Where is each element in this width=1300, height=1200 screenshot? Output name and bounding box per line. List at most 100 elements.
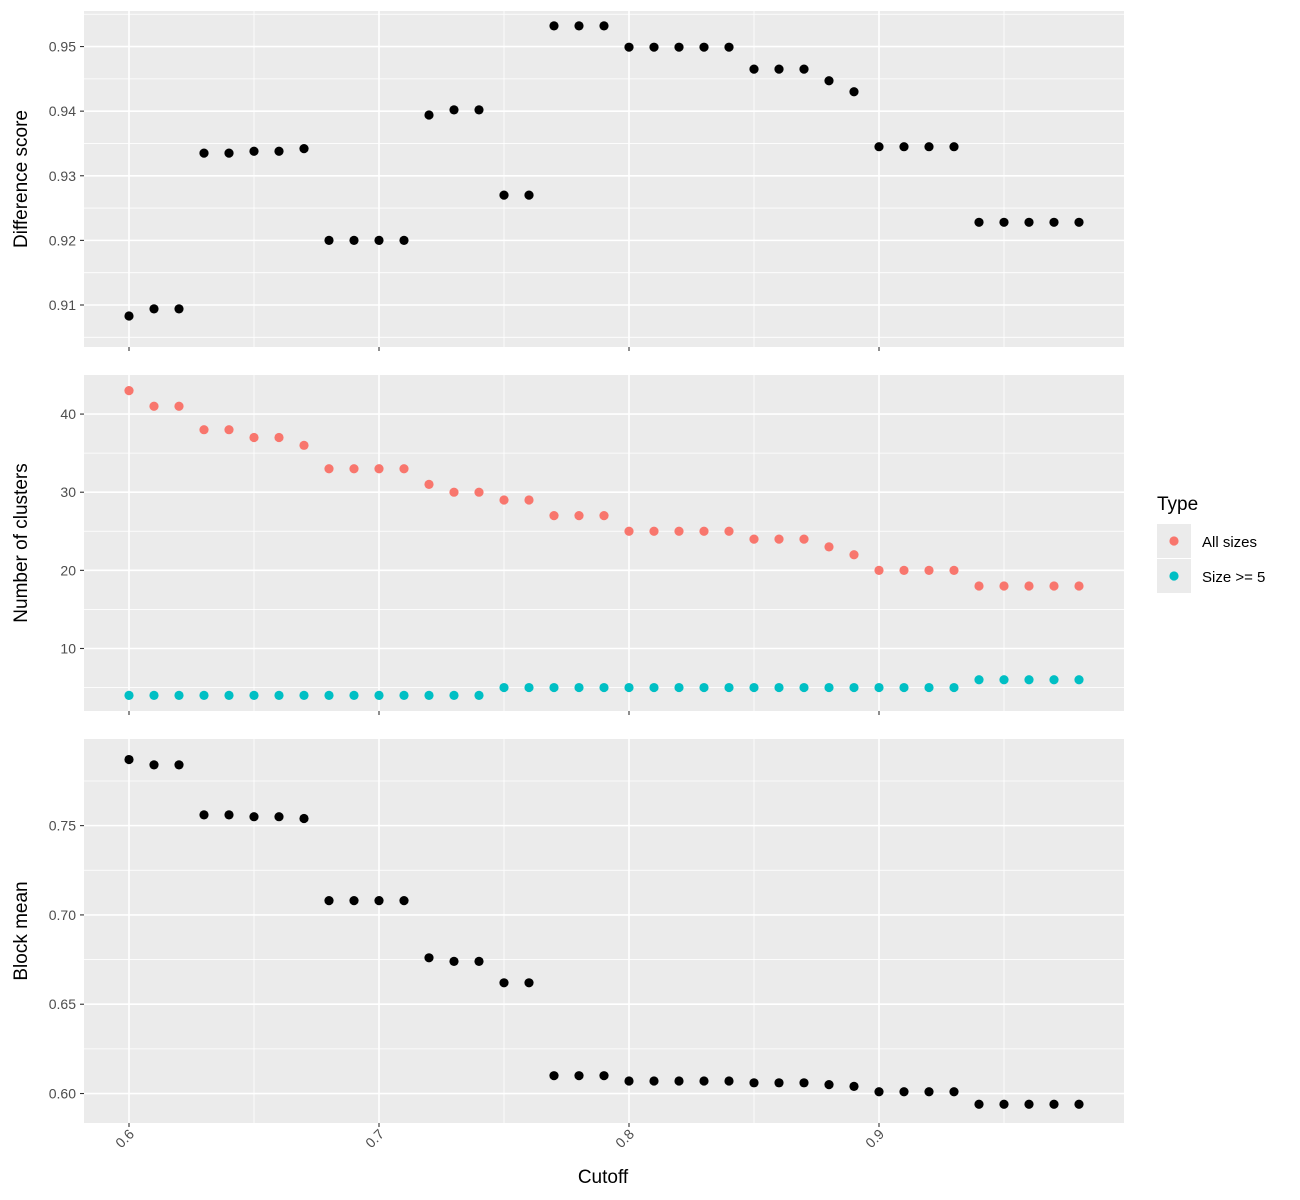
data-point [449,105,459,115]
data-point [699,1076,709,1086]
data-point [874,565,884,575]
data-point [449,690,459,700]
data-point [924,565,934,575]
x-tick-label: 0.6 [112,1126,137,1151]
data-point [424,110,434,120]
data-point [899,682,909,693]
y-tick-label: 0.94 [49,103,76,119]
data-point [349,690,359,700]
panel-3: 0.60 0.65 0.70 0.75 Block mean [11,739,1124,1127]
data-point [924,682,934,693]
data-point [874,682,884,693]
data-point [324,690,334,700]
data-point [749,682,759,693]
data-point [824,682,834,693]
y-tick-label: 20 [60,562,76,578]
data-point [824,76,834,86]
data-point [224,425,234,435]
data-point [274,432,284,443]
data-point [399,464,409,474]
data-point [174,690,184,700]
y-tick-label: 0.70 [49,907,76,923]
data-point [424,479,434,489]
x-tick-label: 0.8 [612,1126,637,1151]
data-point [774,534,784,544]
data-point [1024,1099,1034,1109]
data-point [124,690,134,700]
legend-item: Size >= 5 [1157,559,1265,593]
panel-background [84,739,1124,1123]
data-point [999,675,1009,685]
legend-label: All sizes [1202,534,1257,551]
y-tick-label: 0.60 [49,1086,76,1102]
data-point [799,64,809,74]
legend-items: All sizes Size >= 5 [1157,524,1265,593]
data-point [199,690,209,700]
data-point [149,690,159,700]
data-point [724,682,734,693]
panel-background [84,375,1124,711]
data-point [849,87,859,97]
data-point [624,526,634,536]
data-point [674,682,684,693]
data-point [799,534,809,544]
data-point [524,978,534,988]
data-point [824,542,834,552]
data-point [299,813,309,824]
data-point [199,810,209,820]
data-point [699,42,709,52]
data-point [174,304,184,314]
data-point [399,896,409,906]
data-point [274,146,284,156]
data-point [249,432,259,443]
y-tick-label: 0.95 [49,39,76,55]
data-point [174,760,184,770]
data-point [549,511,559,521]
y-tick-label: 10 [60,640,76,656]
legend-key-point [1169,571,1179,581]
data-point [874,142,884,152]
legend: Type All sizes Size >= 5 [1157,494,1265,593]
data-point [599,21,609,31]
data-point [299,144,309,154]
data-point [199,425,209,435]
data-point [424,953,434,963]
panel-2: 10 20 30 40 Number of clusters [11,375,1124,715]
y-tick-label: 0.93 [49,168,76,184]
series-all-sizes [124,386,1084,591]
data-point [249,146,259,156]
data-point [724,1076,734,1086]
data-point [474,690,484,700]
data-point [924,142,934,152]
data-point [524,682,534,693]
data-point [1074,217,1084,227]
data-point [574,511,584,521]
data-point [124,386,134,396]
data-point [649,1076,659,1086]
data-point [599,682,609,693]
data-point [249,690,259,700]
y-tick-label: 0.65 [49,996,76,1012]
data-point [774,682,784,693]
data-point [699,526,709,536]
data-point [949,142,959,152]
data-point [124,311,134,321]
data-point [149,304,159,314]
data-point [824,1080,834,1090]
data-point [224,690,234,700]
data-point [624,1076,634,1086]
data-point [1074,1099,1084,1109]
data-point [799,682,809,693]
y-axis-title: Block mean [11,881,32,980]
data-point [549,682,559,693]
data-point [774,64,784,74]
data-point [649,526,659,536]
y-axis-title: Difference score [11,110,32,248]
data-point [849,682,859,693]
data-point [899,1087,909,1097]
data-point [749,64,759,74]
data-point [624,682,634,693]
data-point [599,1071,609,1081]
data-point [899,142,909,152]
